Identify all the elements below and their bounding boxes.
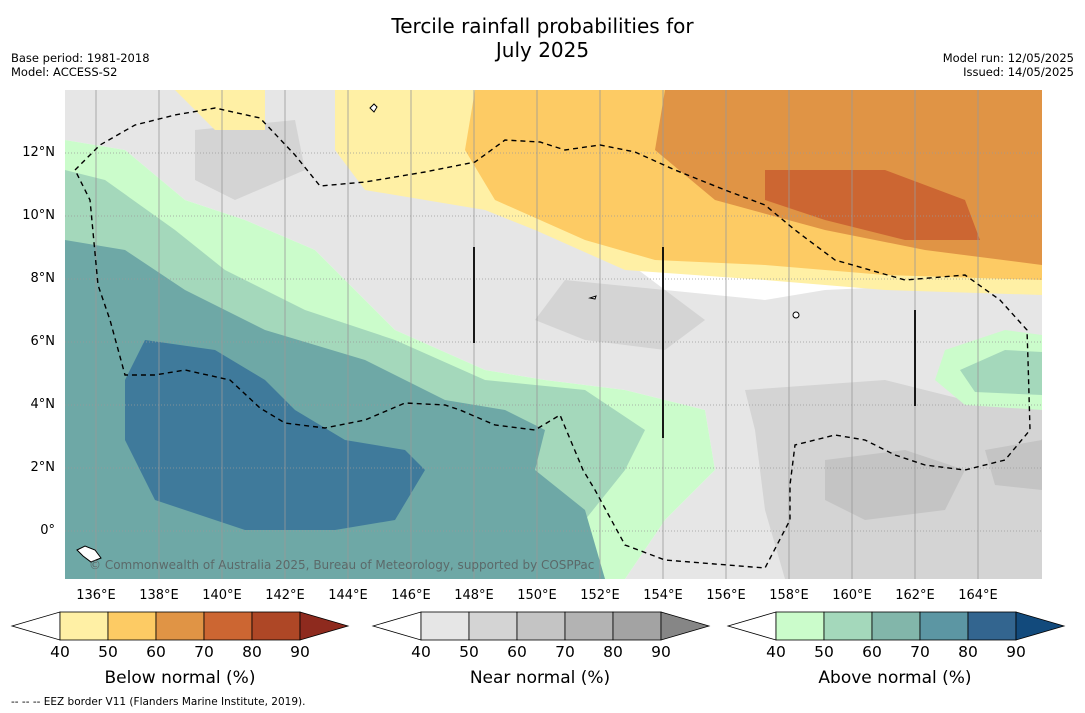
colorbar-title-near: Near normal (%): [469, 668, 611, 688]
meta-left: Base period: 1981-2018 Model: ACCESS-S2: [11, 51, 150, 79]
colorbar-extend-high: [1015, 611, 1066, 641]
colorbar-segment: [516, 611, 566, 641]
rainfall-probability-map: [65, 90, 1042, 579]
colorbar-title-below: Below normal (%): [104, 668, 256, 688]
lon-label: 138°E: [139, 588, 179, 603]
lon-label: 158°E: [769, 588, 809, 603]
eez-border: [74, 107, 1031, 569]
copyright-watermark: © Commonwealth of Australia 2025, Bureau…: [89, 558, 595, 572]
colorbar-segment: [919, 611, 969, 641]
above-normal-region: [960, 350, 1042, 395]
colorbar-tick-label: 50: [459, 643, 479, 661]
near-normal-region: [825, 450, 965, 520]
colorbar-segment: [823, 611, 873, 641]
lon-label: 140°E: [202, 588, 242, 603]
lon-label: 142°E: [265, 588, 305, 603]
meta-right: Model run: 12/05/2025 Issued: 14/05/2025: [943, 51, 1074, 79]
lon-label: 154°E: [643, 588, 683, 603]
model-name: Model: ACCESS-S2: [11, 65, 118, 79]
below-normal-region: [175, 90, 265, 130]
model-run: Model run: 12/05/2025: [942, 51, 1074, 65]
lon-label: 148°E: [454, 588, 494, 603]
colorbar-tick-label: 90: [651, 643, 671, 661]
colorbar-segment: [203, 611, 253, 641]
lon-label: 144°E: [328, 588, 368, 603]
island: [588, 295, 597, 300]
above-normal-region: [125, 340, 425, 530]
colorbar-tick-label: 40: [50, 643, 70, 661]
colorbar-tick-label: 90: [290, 643, 310, 661]
lon-label: 164°E: [958, 588, 998, 603]
probability-shading: [65, 90, 1042, 579]
colorbar-segment: [155, 611, 205, 641]
colorbar-extend-high: [660, 611, 711, 641]
lat-label: 4°N: [30, 397, 56, 412]
eez-footnote: -- -- -- EEZ border V11 (Flanders Marine…: [11, 696, 306, 708]
colorbar-tick-label: 80: [958, 643, 978, 661]
colorbar-segment: [59, 611, 109, 641]
colorbar-tick-label: 60: [507, 643, 527, 661]
near-normal-region: [985, 440, 1042, 490]
colorbar-segment: [775, 611, 825, 641]
colorbar-near-normal: [371, 611, 711, 641]
issued-date: Issued: 14/05/2025: [963, 65, 1074, 79]
lat-label: 0°: [40, 523, 55, 538]
lon-label: 152°E: [580, 588, 620, 603]
colorbar-extend-low: [371, 611, 422, 641]
title-line-2: July 2025: [495, 38, 590, 62]
map-title: Tercile rainfall probabilities for July …: [0, 14, 1085, 62]
base-period: Base period: 1981-2018: [11, 51, 150, 65]
colorbar-tick-label: 80: [242, 643, 262, 661]
colorbar-above-normal: [726, 611, 1066, 641]
colorbar-tick-label: 40: [411, 643, 431, 661]
near-normal-region: [195, 120, 305, 200]
below-normal-region: [765, 170, 980, 240]
colorbar-tick-label: 80: [603, 643, 623, 661]
colorbar-tick-label: 60: [862, 643, 882, 661]
colorbar-tick-label: 50: [98, 643, 118, 661]
colorbar-segment: [251, 611, 301, 641]
colorbar-group: [10, 611, 1066, 641]
lat-label: 2°N: [30, 460, 56, 475]
graticule: [65, 90, 1042, 579]
colorbar-tick-label: 90: [1006, 643, 1026, 661]
colorbar-tick-label: 70: [910, 643, 930, 661]
lon-label: 136°E: [76, 588, 116, 603]
colorbar-segment: [420, 611, 470, 641]
islands: [76, 103, 800, 563]
colorbar-tick-label: 40: [766, 643, 786, 661]
island: [792, 311, 800, 319]
lon-label: 162°E: [895, 588, 935, 603]
lon-label: 146°E: [391, 588, 431, 603]
colorbar-segment: [612, 611, 662, 641]
title-line-1: Tercile rainfall probabilities for: [391, 14, 694, 38]
lon-label: 156°E: [706, 588, 746, 603]
lat-label: 12°N: [22, 145, 55, 160]
lon-label: 160°E: [832, 588, 872, 603]
colorbar-segment: [967, 611, 1017, 641]
lat-label: 8°N: [30, 271, 56, 286]
colorbar-title-above: Above normal (%): [818, 668, 972, 688]
colorbar-tick-label: 60: [146, 643, 166, 661]
lon-label: 150°E: [517, 588, 557, 603]
lat-label: 6°N: [30, 334, 56, 349]
colorbar-segment: [871, 611, 921, 641]
colorbar-extend-low: [10, 611, 61, 641]
colorbar-tick-label: 70: [194, 643, 214, 661]
island: [76, 545, 102, 563]
colorbar-segment: [468, 611, 518, 641]
colorbar-segment: [107, 611, 157, 641]
boundary-lines: [473, 247, 916, 438]
colorbar-extend-low: [726, 611, 777, 641]
colorbar-extend-high: [299, 611, 350, 641]
island: [369, 103, 378, 113]
colorbar-tick-label: 70: [555, 643, 575, 661]
colorbar-segment: [564, 611, 614, 641]
colorbar-tick-label: 50: [814, 643, 834, 661]
lat-label: 10°N: [22, 208, 55, 223]
colorbar-below-normal: [10, 611, 350, 641]
